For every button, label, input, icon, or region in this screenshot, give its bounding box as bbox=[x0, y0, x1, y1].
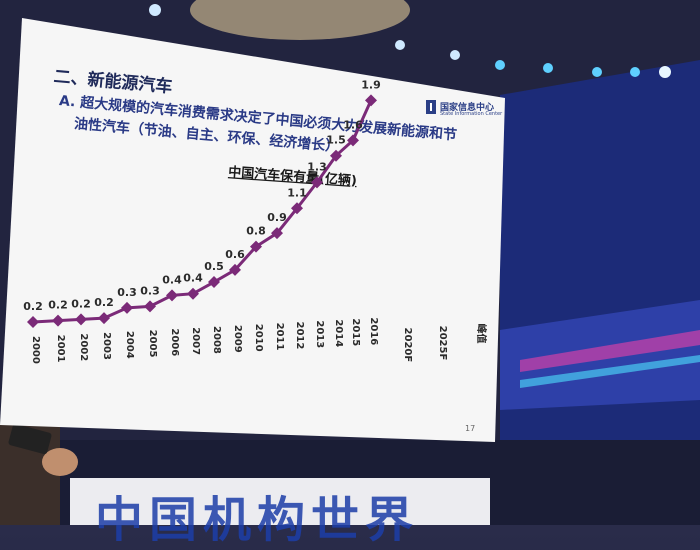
stage-backdrop-text: 中国机构世界 bbox=[95, 492, 420, 548]
data-point-2000 bbox=[27, 316, 39, 328]
series-line bbox=[32, 99, 373, 324]
x-tick-2014: 2014 bbox=[333, 319, 344, 347]
value-label-2002: 0.2 bbox=[71, 297, 91, 310]
value-label-2016: 1.9 bbox=[361, 78, 381, 91]
x-tick-2016: 2016 bbox=[368, 317, 379, 345]
data-point-2011 bbox=[271, 227, 283, 240]
data-point-2015 bbox=[347, 134, 359, 147]
data-point-2016 bbox=[365, 94, 377, 107]
vehicle-ownership-chart: 中国汽车保有量(亿辆) 0.2 0.2 0.2 0.20.3 0.30.4 0.40.50… bbox=[23, 78, 488, 364]
data-point-2013 bbox=[311, 176, 323, 189]
data-point-2004 bbox=[121, 301, 133, 314]
data-point-2007 bbox=[187, 287, 199, 300]
value-label-2014: 1.5 bbox=[326, 134, 346, 147]
presentation-slide: 二、新能源汽车 A. 超大规模的汽车消费需求决定了中国必须大力发展新能源和节 油… bbox=[0, 18, 505, 442]
x-tick-2025F: 2025F bbox=[437, 326, 448, 361]
value-label-2009: 0.6 bbox=[225, 248, 245, 261]
x-tick-2000: 2000 bbox=[30, 336, 41, 364]
x-tick-2008: 2008 bbox=[211, 326, 222, 354]
value-label-2015: 1.6 bbox=[343, 118, 363, 131]
value-label-2013: 1.3 bbox=[307, 160, 327, 173]
data-point-2010 bbox=[250, 240, 262, 253]
value-label-2007: 0.4 bbox=[183, 272, 203, 285]
logo-subtitle: State Information Center bbox=[440, 111, 503, 117]
x-tick-2011: 2011 bbox=[274, 323, 285, 351]
data-point-2012 bbox=[291, 202, 303, 215]
value-label-2005: 0.3 bbox=[140, 284, 160, 297]
x-tick-2007: 2007 bbox=[190, 327, 201, 355]
x-tick-2003: 2003 bbox=[101, 332, 112, 360]
data-point-2014 bbox=[330, 149, 342, 162]
data-point-2005 bbox=[144, 300, 156, 313]
value-label-2001: 0.2 bbox=[48, 299, 68, 312]
data-point-2002 bbox=[75, 313, 87, 326]
x-tick-2004: 2004 bbox=[124, 331, 135, 359]
x-tick-2006: 2006 bbox=[169, 328, 180, 356]
value-label-2000: 0.2 bbox=[23, 300, 43, 313]
page-number: 17 bbox=[465, 424, 476, 433]
x-tick-2009: 2009 bbox=[232, 325, 243, 353]
value-label-2011: 0.9 bbox=[267, 211, 287, 224]
x-tick-2010: 2010 bbox=[253, 324, 264, 352]
x-tick-峰值: 峰值 bbox=[475, 324, 488, 344]
x-tick-2005: 2005 bbox=[147, 330, 158, 358]
x-tick-2001: 2001 bbox=[55, 335, 66, 363]
data-point-2009 bbox=[229, 263, 241, 276]
data-point-2006 bbox=[166, 289, 178, 302]
x-tick-2020F: 2020F bbox=[402, 328, 413, 363]
value-label-2004: 0.3 bbox=[117, 286, 137, 299]
logo-icon bbox=[426, 100, 436, 114]
value-label-2006: 0.4 bbox=[162, 273, 182, 286]
x-tick-2013: 2013 bbox=[314, 320, 325, 348]
x-tick-2002: 2002 bbox=[78, 333, 89, 361]
data-point-2008 bbox=[208, 276, 220, 289]
data-point-2003 bbox=[98, 312, 110, 325]
value-label-2008: 0.5 bbox=[204, 260, 224, 273]
x-tick-2012: 2012 bbox=[294, 321, 305, 349]
value-label-2010: 0.8 bbox=[246, 225, 266, 238]
chart-title: 中国汽车保有量(亿辆) bbox=[228, 164, 358, 189]
logo-name: 国家信息中心 bbox=[440, 103, 495, 113]
slide-surface bbox=[0, 18, 505, 442]
x-tick-2015: 2015 bbox=[350, 318, 361, 346]
value-label-2012: 1.1 bbox=[287, 186, 307, 199]
value-label-2003: 0.2 bbox=[94, 296, 114, 309]
data-point-2001 bbox=[52, 314, 64, 327]
